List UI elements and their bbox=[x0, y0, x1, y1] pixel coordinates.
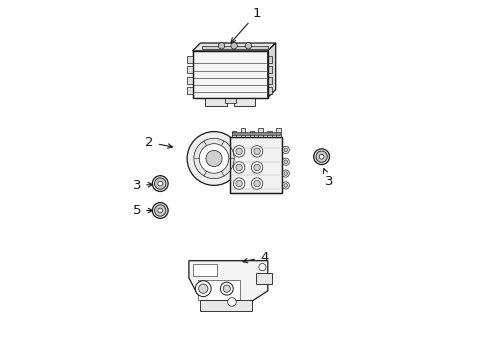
Circle shape bbox=[253, 164, 260, 171]
Text: 1: 1 bbox=[230, 7, 261, 42]
Text: 4: 4 bbox=[243, 251, 268, 264]
Polygon shape bbox=[187, 77, 192, 84]
Circle shape bbox=[282, 170, 289, 177]
Circle shape bbox=[244, 42, 251, 49]
Circle shape bbox=[220, 282, 233, 295]
Polygon shape bbox=[204, 98, 226, 107]
Circle shape bbox=[235, 164, 242, 171]
Circle shape bbox=[313, 149, 329, 165]
Circle shape bbox=[199, 144, 228, 173]
Bar bbox=[231, 131, 235, 137]
Circle shape bbox=[154, 178, 165, 189]
Circle shape bbox=[258, 264, 265, 271]
Polygon shape bbox=[255, 273, 271, 284]
Polygon shape bbox=[192, 43, 275, 51]
Circle shape bbox=[253, 148, 260, 154]
Bar bbox=[267, 131, 271, 137]
Circle shape bbox=[284, 148, 287, 152]
Circle shape bbox=[251, 145, 262, 157]
Circle shape bbox=[223, 285, 230, 292]
Circle shape bbox=[284, 160, 287, 163]
Circle shape bbox=[218, 42, 224, 49]
Circle shape bbox=[284, 184, 287, 187]
Polygon shape bbox=[267, 43, 275, 98]
Circle shape bbox=[251, 178, 262, 189]
Bar bbox=[231, 132, 280, 135]
Circle shape bbox=[193, 138, 234, 179]
Polygon shape bbox=[199, 300, 251, 311]
Polygon shape bbox=[267, 66, 271, 73]
Circle shape bbox=[319, 154, 324, 159]
Text: 2: 2 bbox=[145, 136, 172, 149]
Polygon shape bbox=[198, 280, 240, 300]
Circle shape bbox=[233, 162, 244, 173]
Polygon shape bbox=[187, 56, 192, 63]
Bar bbox=[276, 128, 280, 137]
Text: 3: 3 bbox=[132, 179, 152, 192]
Text: 5: 5 bbox=[132, 204, 152, 217]
Text: 3: 3 bbox=[323, 168, 332, 188]
Polygon shape bbox=[188, 261, 267, 304]
Polygon shape bbox=[267, 77, 271, 84]
Polygon shape bbox=[202, 46, 267, 49]
Polygon shape bbox=[187, 87, 192, 94]
Circle shape bbox=[282, 146, 289, 153]
Bar bbox=[249, 131, 253, 137]
Circle shape bbox=[195, 281, 211, 297]
Circle shape bbox=[253, 180, 260, 187]
Circle shape bbox=[152, 176, 168, 192]
Circle shape bbox=[152, 203, 168, 219]
Circle shape bbox=[187, 132, 241, 185]
Circle shape bbox=[282, 158, 289, 165]
Circle shape bbox=[235, 148, 242, 154]
Polygon shape bbox=[192, 51, 267, 98]
Circle shape bbox=[158, 208, 163, 213]
Polygon shape bbox=[192, 264, 216, 276]
Circle shape bbox=[154, 205, 165, 216]
Polygon shape bbox=[187, 66, 192, 73]
Circle shape bbox=[235, 180, 242, 187]
Polygon shape bbox=[267, 87, 271, 94]
Circle shape bbox=[315, 151, 326, 162]
Bar bbox=[240, 128, 244, 137]
Bar bbox=[258, 128, 262, 137]
Bar bbox=[230, 137, 282, 193]
Circle shape bbox=[233, 178, 244, 189]
Polygon shape bbox=[224, 98, 235, 103]
Circle shape bbox=[284, 172, 287, 175]
Circle shape bbox=[282, 182, 289, 189]
Polygon shape bbox=[233, 98, 255, 107]
Bar bbox=[230, 137, 282, 193]
Circle shape bbox=[205, 150, 222, 167]
Circle shape bbox=[233, 145, 244, 157]
Polygon shape bbox=[267, 56, 271, 63]
Circle shape bbox=[198, 284, 207, 293]
Circle shape bbox=[230, 42, 237, 49]
Circle shape bbox=[158, 181, 163, 186]
Circle shape bbox=[251, 162, 262, 173]
Circle shape bbox=[227, 298, 236, 306]
